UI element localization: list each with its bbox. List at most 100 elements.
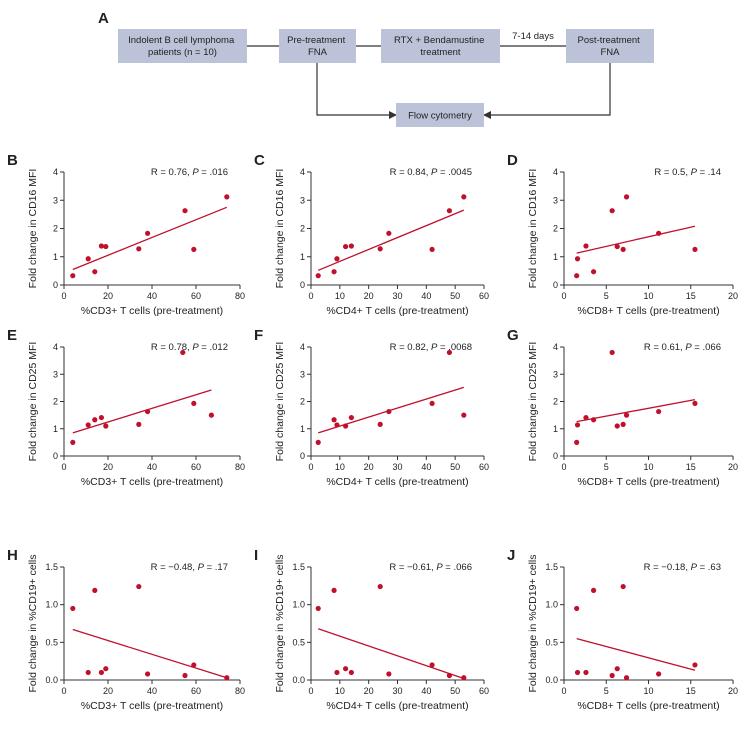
arrow-pre-to-flow	[316, 63, 397, 119]
data-point	[656, 408, 662, 415]
y-tick-label: 1	[53, 252, 58, 262]
y-axis-label: Fold change in CD16 MFI	[527, 169, 539, 289]
x-tick-label: 50	[450, 462, 460, 472]
data-point	[136, 246, 142, 252]
data-point	[191, 246, 197, 253]
stat-p-value: = .17	[204, 562, 228, 573]
panel-letter-F: F	[254, 327, 263, 344]
data-point	[574, 273, 580, 279]
data-point	[98, 414, 104, 421]
data-point	[623, 412, 630, 418]
x-tick-label: 60	[479, 291, 489, 301]
x-axis-label: %CD3+ T cells (pre-treatment)	[81, 700, 223, 712]
data-point	[590, 417, 597, 423]
data-point	[583, 669, 589, 676]
box-pre-fna-line-2: FNA	[308, 47, 328, 58]
data-point	[224, 194, 230, 200]
data-point	[620, 583, 626, 590]
stat-p-value: = .012	[199, 342, 228, 353]
chart-panel-C: C 0 10 20 30 40 50 60 0 1 2 3 4 %CD4+ T cells (pre-tr…	[254, 152, 489, 317]
data-point	[331, 269, 337, 275]
y-tick-label: 0	[300, 280, 305, 290]
y-tick-label: 2	[53, 397, 58, 407]
x-axis-label: %CD4+ T cells (pre-treatment)	[326, 476, 468, 488]
data-point	[377, 246, 383, 252]
data-point	[85, 669, 91, 676]
data-point	[609, 349, 615, 356]
data-point	[315, 605, 321, 612]
data-point	[224, 675, 230, 681]
stat-p-value: = .066	[443, 562, 472, 573]
regression-line	[576, 637, 696, 671]
box-pre-fna-line-1: Pre-treatment	[287, 35, 345, 46]
x-axis-label: %CD3+ T cells (pre-treatment)	[81, 476, 223, 488]
svg-text:Indolent B cell lymphoma: Indolent B cell lymphoma patients (n = 1…	[128, 35, 237, 58]
regression-line	[576, 225, 696, 254]
box-treatment-line-2: treatment	[420, 47, 460, 58]
data-point	[656, 671, 662, 677]
regression-line	[317, 209, 465, 271]
x-tick-label: 10	[643, 686, 653, 696]
y-tick-label: 0	[53, 280, 58, 290]
stat-annotation: R = 0.84, P = .0045	[390, 167, 472, 178]
x-tick-label: 40	[147, 686, 157, 696]
y-tick-label: 1	[53, 424, 58, 434]
x-axis-label: %CD8+ T cells (pre-treatment)	[577, 305, 719, 317]
data-point	[145, 408, 151, 415]
x-tick-label: 0	[61, 462, 66, 472]
chart-panel-G: G 0 5 10 15 20 0 1 2 3 4 %CD8+ T cells (pre-treatme…	[507, 327, 738, 488]
x-tick-label: 50	[450, 686, 460, 696]
y-tick-label: 1	[300, 424, 305, 434]
y-tick-label: 2	[300, 397, 305, 407]
x-axis-label: %CD4+ T cells (pre-treatment)	[326, 305, 468, 317]
stat-p-label: P	[192, 167, 199, 178]
y-axis-label: Fold change in %CD19+ cells	[527, 554, 539, 692]
y-tick-label: 2	[300, 224, 305, 234]
x-tick-label: 15	[686, 462, 696, 472]
y-tick-label: 0.5	[545, 637, 558, 647]
stat-annotation: R = 0.61, P = .066	[644, 342, 721, 353]
panel-letter-B: B	[7, 152, 18, 169]
data-point	[85, 422, 91, 428]
data-point	[348, 669, 354, 676]
stat-annotation: R = −0.61, P = .066	[389, 562, 472, 573]
y-tick-label: 2	[553, 224, 558, 234]
box-treatment-line-1: RTX + Bendamustine	[394, 35, 484, 46]
x-tick-label: 20	[103, 291, 113, 301]
x-tick-label: 50	[450, 291, 460, 301]
stat-r: R = 0.76,	[151, 167, 192, 178]
chart-panel-H: H 0 20 40 60 80 0.0 0.5 1.0 1.5 %CD3+ T cells (pre…	[7, 547, 245, 712]
x-tick-label: 15	[686, 686, 696, 696]
y-tick-label: 4	[300, 167, 305, 177]
data-point	[614, 423, 620, 429]
data-point	[348, 414, 354, 421]
y-tick-label: 0	[553, 451, 558, 461]
y-tick-label: 3	[53, 369, 58, 379]
panel-letter-G: G	[507, 327, 519, 344]
stat-annotation: R = 0.82, P = .0068	[390, 342, 472, 353]
data-point	[590, 587, 597, 593]
data-point	[574, 605, 580, 612]
data-point	[574, 439, 580, 445]
study-design-flowchart: A 7-14 days Indolent B cell lymphoma pat…	[98, 10, 654, 127]
x-tick-label: 15	[686, 291, 696, 301]
data-point	[692, 662, 698, 668]
data-point	[103, 666, 109, 672]
box-patients-line-1: Indolent B cell lymphoma	[128, 35, 235, 46]
y-tick-label: 0	[53, 451, 58, 461]
stat-annotation: R = 0.76, P = .016	[151, 167, 228, 178]
y-tick-label: 0.0	[45, 675, 58, 685]
data-point	[191, 400, 197, 407]
chart-panel-I: I 0 10 20 30 40 50 60 0.0 0.5 1.0 1.5 %CD4+ T cells …	[254, 547, 489, 712]
y-axis-label: Fold change in CD25 MFI	[27, 342, 39, 462]
x-tick-label: 20	[364, 462, 374, 472]
data-point	[386, 230, 392, 236]
y-tick-label: 0.0	[545, 675, 558, 685]
data-point	[180, 349, 186, 356]
x-tick-label: 20	[103, 686, 113, 696]
x-tick-label: 0	[561, 291, 566, 301]
data-point	[103, 243, 109, 250]
data-point	[343, 666, 349, 672]
x-tick-label: 10	[335, 686, 345, 696]
